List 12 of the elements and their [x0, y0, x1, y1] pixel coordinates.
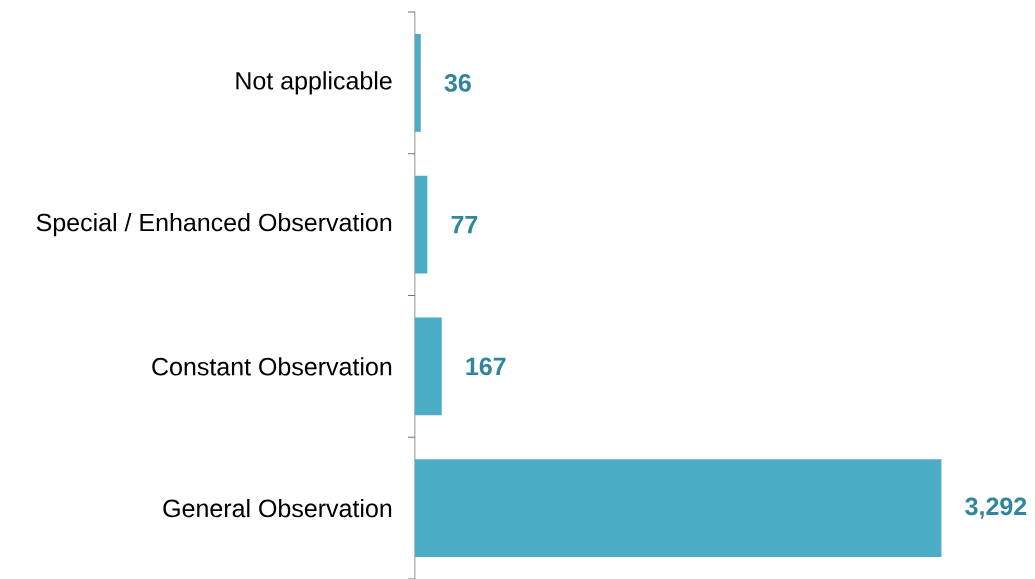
- y-tick-label: Special / Enhanced Observation: [36, 212, 392, 237]
- data-label: 3,292: [965, 497, 1027, 519]
- bar: [415, 317, 442, 416]
- data-label: 36: [444, 74, 471, 92]
- bar: [415, 33, 421, 132]
- data-label: 167: [466, 357, 506, 376]
- bar: [415, 459, 942, 558]
- bar: [415, 175, 428, 274]
- data-label: 77: [451, 216, 478, 234]
- y-tick-label: Not applicable: [236, 71, 392, 95]
- y-tick-label: Constant Observation: [152, 357, 392, 376]
- y-tick-label: General Observation: [163, 498, 392, 518]
